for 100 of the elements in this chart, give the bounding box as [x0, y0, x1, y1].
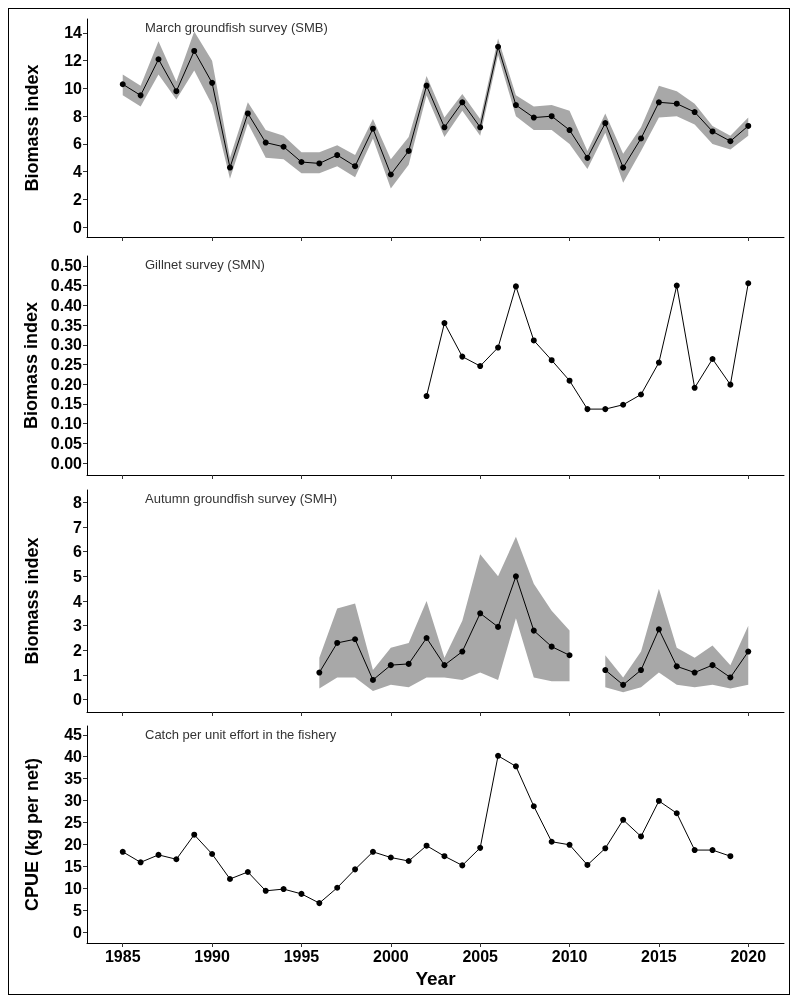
point	[655, 797, 662, 804]
y-tick-label: 5	[73, 567, 83, 585]
point	[423, 842, 430, 849]
x-tick-label: 2020	[730, 947, 767, 965]
y-tick-label: 35	[64, 770, 83, 788]
point	[638, 833, 645, 840]
point	[638, 391, 645, 398]
point	[459, 99, 466, 106]
point	[691, 669, 698, 676]
point	[530, 627, 537, 634]
y-tick-label: 10	[64, 879, 83, 897]
point	[298, 890, 305, 897]
y-tick-label: 7	[73, 518, 83, 536]
point	[584, 406, 591, 413]
point	[691, 847, 698, 854]
y-axis-title: Biomass index	[22, 64, 42, 192]
point	[745, 648, 752, 655]
y-tick-label: 0.00	[50, 454, 83, 472]
point	[280, 143, 287, 150]
point	[155, 56, 162, 63]
y-tick-label: 40	[64, 748, 83, 766]
y-tick-label: 8	[73, 493, 83, 511]
x-axis-title: Year	[415, 967, 457, 989]
x-tick-label: 1985	[104, 947, 141, 965]
point	[495, 623, 502, 630]
point	[405, 858, 412, 865]
y-tick-label: 30	[64, 792, 83, 810]
point	[673, 282, 680, 289]
point	[548, 113, 555, 120]
point	[459, 353, 466, 360]
point	[548, 357, 555, 364]
point	[477, 610, 484, 617]
chart-title: Autumn groundfish survey (SMH)	[145, 491, 338, 506]
point	[244, 868, 251, 875]
y-tick-label: 15	[64, 857, 83, 875]
point	[298, 159, 305, 166]
point	[209, 851, 216, 858]
point	[691, 109, 698, 116]
point	[566, 127, 573, 134]
point	[334, 639, 341, 646]
point	[495, 344, 502, 351]
point	[655, 359, 662, 366]
point	[584, 861, 591, 868]
point	[566, 841, 573, 848]
point	[459, 862, 466, 869]
y-tick-label: 0	[73, 691, 83, 709]
point	[709, 128, 716, 135]
point	[566, 652, 573, 659]
point	[548, 643, 555, 650]
point	[352, 636, 359, 643]
point	[441, 320, 448, 327]
point	[405, 147, 412, 154]
point	[727, 381, 734, 388]
point	[620, 816, 627, 823]
point	[745, 280, 752, 287]
point	[638, 135, 645, 142]
point	[423, 82, 430, 89]
point	[584, 154, 591, 161]
y-tick-label: 0.50	[50, 257, 83, 275]
x-tick-label: 2010	[551, 947, 588, 965]
point	[441, 662, 448, 669]
point	[316, 900, 323, 907]
point	[495, 43, 502, 50]
point	[226, 876, 233, 882]
y-tick-label: 0.20	[50, 375, 83, 393]
point	[137, 859, 144, 866]
point	[709, 355, 716, 362]
point	[173, 856, 180, 863]
y-tick-label: 3	[73, 617, 83, 635]
point	[173, 88, 180, 95]
point	[745, 122, 752, 129]
point	[137, 92, 144, 99]
point	[709, 662, 716, 669]
point	[119, 81, 126, 88]
point	[602, 120, 609, 127]
point	[387, 171, 394, 178]
y-tick-label: 20	[64, 835, 83, 853]
y-axis-title: Biomass index	[22, 537, 42, 665]
point	[441, 853, 448, 860]
point	[387, 854, 394, 861]
y-tick-label: 2	[73, 191, 83, 209]
point	[495, 752, 502, 759]
point	[602, 845, 609, 852]
y-tick-label: 0.10	[50, 415, 83, 433]
x-tick-label: 2015	[641, 947, 677, 965]
point	[727, 674, 734, 681]
point	[638, 667, 645, 674]
point	[512, 283, 519, 290]
point	[191, 47, 198, 54]
point	[352, 866, 359, 873]
point	[673, 100, 680, 107]
point	[530, 337, 537, 344]
point	[548, 838, 555, 845]
point	[441, 124, 448, 131]
y-tick-label: 8	[73, 107, 83, 125]
y-tick-label: 0.25	[50, 356, 83, 374]
y-tick-label: 1	[73, 666, 83, 684]
point	[244, 110, 251, 117]
point	[209, 79, 216, 86]
point	[334, 884, 341, 891]
